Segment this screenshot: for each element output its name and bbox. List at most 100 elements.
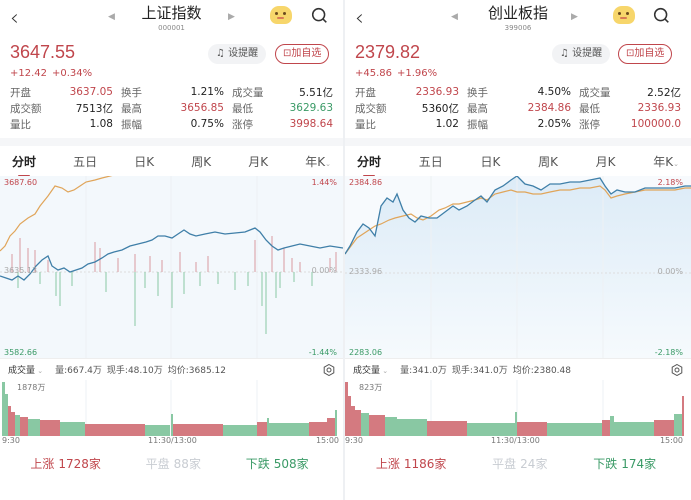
stat-value: 1.08 bbox=[89, 118, 113, 130]
tab-5day[interactable]: 五日 bbox=[73, 154, 98, 169]
volume-indicator-select[interactable]: 成交量 ⌄ bbox=[8, 363, 43, 376]
settings-icon[interactable] bbox=[671, 363, 683, 376]
average-price: 均价:3685.12 bbox=[167, 366, 226, 376]
prev-index-icon[interactable]: ◀ bbox=[451, 12, 458, 22]
tab-monthly-k[interactable]: 月K bbox=[595, 154, 616, 169]
volume-title: 成交量 bbox=[353, 366, 381, 376]
stat-value: 0.75% bbox=[190, 118, 224, 130]
add-watchlist-label: 加自选 bbox=[291, 48, 322, 59]
intraday-chart[interactable]: 3687.60 1.44% 3635.13 0.00% 3582.66 -1.4… bbox=[0, 176, 343, 358]
change-percent: +1.96% bbox=[397, 68, 438, 79]
add-watchlist-button[interactable]: ⊡加自选 bbox=[618, 44, 673, 64]
volume-total: 量:341.0万 bbox=[400, 366, 447, 376]
stats-row: 量比 1.08 振幅 0.75% 涨停 3998.64 bbox=[10, 116, 333, 132]
stat-label: 涨停 bbox=[231, 118, 253, 131]
stat-label: 最高 bbox=[467, 102, 488, 115]
volume-chart[interactable]: 1878万 bbox=[0, 380, 343, 436]
tab-daily-k[interactable]: 日K bbox=[134, 154, 155, 169]
next-index-icon[interactable]: ▶ bbox=[571, 12, 578, 22]
stats-row: 量比 1.02 振幅 2.05% 涨停 100000.0 bbox=[355, 116, 681, 132]
change-percent: +0.34% bbox=[52, 68, 93, 79]
current-price: 2379.82 bbox=[355, 42, 421, 62]
chevron-down-icon: ⌄ bbox=[35, 367, 44, 375]
tab-5day[interactable]: 五日 bbox=[418, 154, 443, 169]
intraday-chart-svg bbox=[345, 176, 691, 358]
intraday-chart[interactable]: 2384.86 2.18% 2333.96 0.00% 2283.06 -2.1… bbox=[345, 176, 691, 358]
stat-label: 最低 bbox=[579, 102, 600, 115]
back-button[interactable]: ‹ bbox=[10, 6, 19, 31]
tab-weekly-k[interactable]: 周K bbox=[191, 154, 212, 169]
pct-max-label: 2.18% bbox=[657, 178, 683, 187]
tab-weekly-k[interactable]: 周K bbox=[538, 154, 558, 169]
set-alert-button[interactable]: ♫ 设提醒 bbox=[552, 44, 611, 64]
tab-yearly-k[interactable]: 年K⌄ bbox=[301, 153, 335, 170]
panel-divider bbox=[343, 0, 345, 500]
plus-box-icon: ⊡ bbox=[626, 48, 635, 59]
quote-row: 3647.55 ♫ 设提醒 ⊡加自选 bbox=[0, 40, 343, 68]
decliners-label: 下跌 bbox=[593, 456, 618, 471]
stats-row: 成交额 5360亿 最高 2384.86 最低 2336.93 bbox=[355, 100, 681, 116]
stat-value: 3998.64 bbox=[289, 118, 334, 130]
current-hand: 现手:341.0万 bbox=[451, 366, 508, 376]
current-price: 3647.55 bbox=[10, 42, 76, 62]
prev-index-icon[interactable]: ◀ bbox=[108, 12, 115, 22]
set-alert-label: 设提醒 bbox=[572, 48, 603, 59]
time-start: 9:30 bbox=[345, 436, 363, 445]
page-title: 上证指数 bbox=[141, 4, 202, 22]
tab-intraday[interactable]: 分时 bbox=[353, 153, 385, 177]
stat-value: 2.52亿 bbox=[647, 86, 682, 99]
add-watchlist-button[interactable]: ⊡加自选 bbox=[275, 44, 330, 64]
y-max-label: 3687.60 bbox=[4, 178, 38, 187]
mascot-icon[interactable] bbox=[270, 6, 292, 24]
next-index-icon[interactable]: ▶ bbox=[228, 12, 235, 22]
header: ‹ ◀ 上证指数 000001 ▶ bbox=[0, 0, 343, 40]
quote-row: 2379.82 ♫ 设提醒 ⊡加自选 bbox=[345, 40, 691, 68]
index-code: 000001 bbox=[158, 24, 185, 32]
change-value: +12.42 bbox=[10, 68, 48, 79]
chevron-down-icon: ⌄ bbox=[380, 367, 389, 375]
stat-value: 3629.63 bbox=[289, 102, 334, 114]
back-button[interactable]: ‹ bbox=[355, 6, 364, 31]
price-change: +12.42 +0.34% bbox=[0, 68, 343, 82]
volume-chart[interactable]: 823万 bbox=[345, 380, 691, 436]
settings-icon[interactable] bbox=[323, 363, 335, 376]
chevron-down-icon: ⌄ bbox=[673, 159, 679, 168]
decliners-count: 174家 bbox=[621, 456, 657, 471]
set-alert-button[interactable]: ♫ 设提醒 bbox=[208, 44, 267, 64]
stat-value: 3637.05 bbox=[69, 86, 113, 98]
mascot-icon[interactable] bbox=[613, 6, 635, 24]
tab-daily-k[interactable]: 日K bbox=[480, 154, 501, 169]
tab-yearly-k[interactable]: 年K⌄ bbox=[649, 153, 683, 170]
stat-label: 振幅 bbox=[120, 118, 142, 131]
stats-grid: 开盘 2336.93 换手 4.50% 成交量 2.52亿 成交额 5360亿 最高 23… bbox=[345, 82, 691, 132]
stat-label: 量比 bbox=[355, 118, 376, 131]
unchanged-label: 平盘 bbox=[145, 456, 170, 471]
intraday-chart-svg bbox=[0, 176, 343, 358]
title-block: 上证指数 000001 bbox=[0, 2, 343, 32]
stat-value: 2384.86 bbox=[527, 102, 571, 114]
stat-label: 成交量 bbox=[231, 86, 264, 99]
search-icon[interactable] bbox=[653, 7, 670, 24]
stat-label: 成交量 bbox=[579, 86, 611, 99]
decliners: 下跌 508家 bbox=[246, 455, 313, 472]
tab-monthly-k[interactable]: 月K bbox=[248, 154, 269, 169]
decliners: 下跌 174家 bbox=[593, 455, 660, 472]
volume-indicator-select[interactable]: 成交量 ⌄ bbox=[353, 363, 388, 376]
tab-intraday[interactable]: 分时 bbox=[8, 153, 40, 177]
advancers-label: 上涨 bbox=[375, 456, 400, 471]
stat-value: 4.50% bbox=[537, 86, 571, 98]
volume-total: 量:667.4万 bbox=[55, 366, 102, 376]
time-mid: 11:30/13:00 bbox=[148, 436, 197, 445]
page-title: 创业板指 bbox=[487, 4, 548, 22]
title-block: 创业板指 399006 bbox=[345, 2, 691, 32]
panel-sse: ‹ ◀ 上证指数 000001 ▶ 3647.55 ♫ 设提醒 ⊡加自选 +12… bbox=[0, 0, 343, 500]
unchanged: 平盘 88家 bbox=[146, 455, 205, 472]
advancers-count: 1186家 bbox=[403, 456, 447, 471]
time-end: 15:00 bbox=[659, 436, 683, 445]
time-start: 9:30 bbox=[2, 436, 20, 445]
stat-value: 1.02 bbox=[435, 118, 459, 130]
bell-icon: ♫ bbox=[216, 48, 229, 59]
stat-value: 1.21% bbox=[190, 86, 224, 98]
y-mid-label: 3635.13 bbox=[4, 266, 38, 275]
search-icon[interactable] bbox=[311, 7, 328, 24]
